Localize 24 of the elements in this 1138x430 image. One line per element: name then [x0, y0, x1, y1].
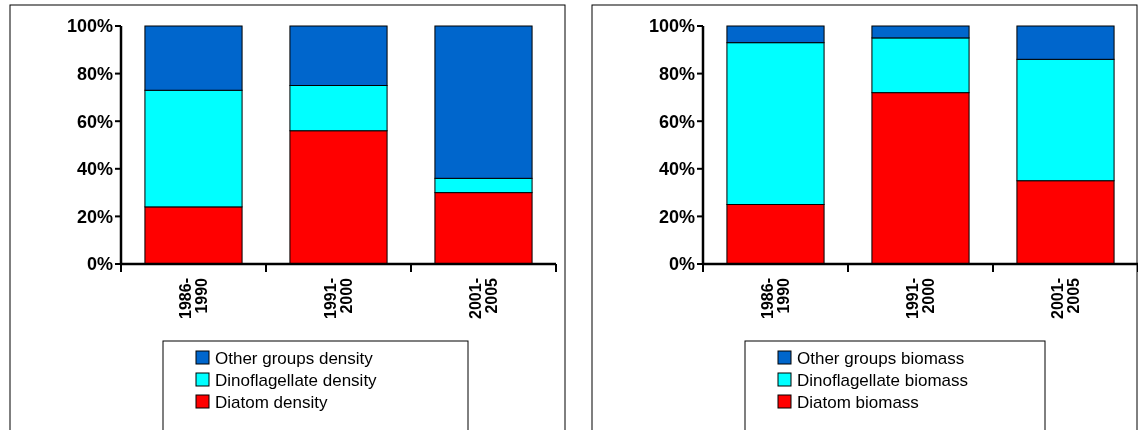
legend-label: Dinoflagellate biomass [797, 370, 969, 390]
y-tick-label: 0% [668, 254, 695, 275]
y-tick-label: 100% [648, 16, 695, 37]
legend-label: Diatom density [215, 392, 328, 412]
legend-label: Dinoflagellate density [215, 370, 378, 390]
y-tick-label: 80% [658, 63, 695, 84]
y-tick-label: 60% [76, 111, 113, 132]
legend-label: Other groups density [215, 348, 374, 368]
x-tick-label: 1991-2000 [321, 277, 355, 319]
legend-label: Other groups biomass [797, 348, 965, 368]
y-tick-label: 100% [66, 16, 113, 37]
x-tick-label: 1986-1990 [758, 277, 792, 319]
y-tick-label: 40% [76, 159, 113, 180]
y-tick-label: 20% [658, 206, 695, 227]
x-tick-label: 2001-2005 [1048, 277, 1082, 319]
x-tick-label: 1986-1990 [176, 277, 210, 319]
x-tick-label: 1991-2000 [903, 277, 937, 319]
y-tick-label: 80% [76, 63, 113, 84]
legend-label: Diatom biomass [797, 392, 919, 412]
y-tick-label: 20% [76, 206, 113, 227]
y-tick-label: 0% [86, 254, 113, 275]
y-tick-label: 40% [658, 159, 695, 180]
x-tick-label: 2001-2005 [466, 277, 500, 319]
y-tick-label: 60% [658, 111, 695, 132]
